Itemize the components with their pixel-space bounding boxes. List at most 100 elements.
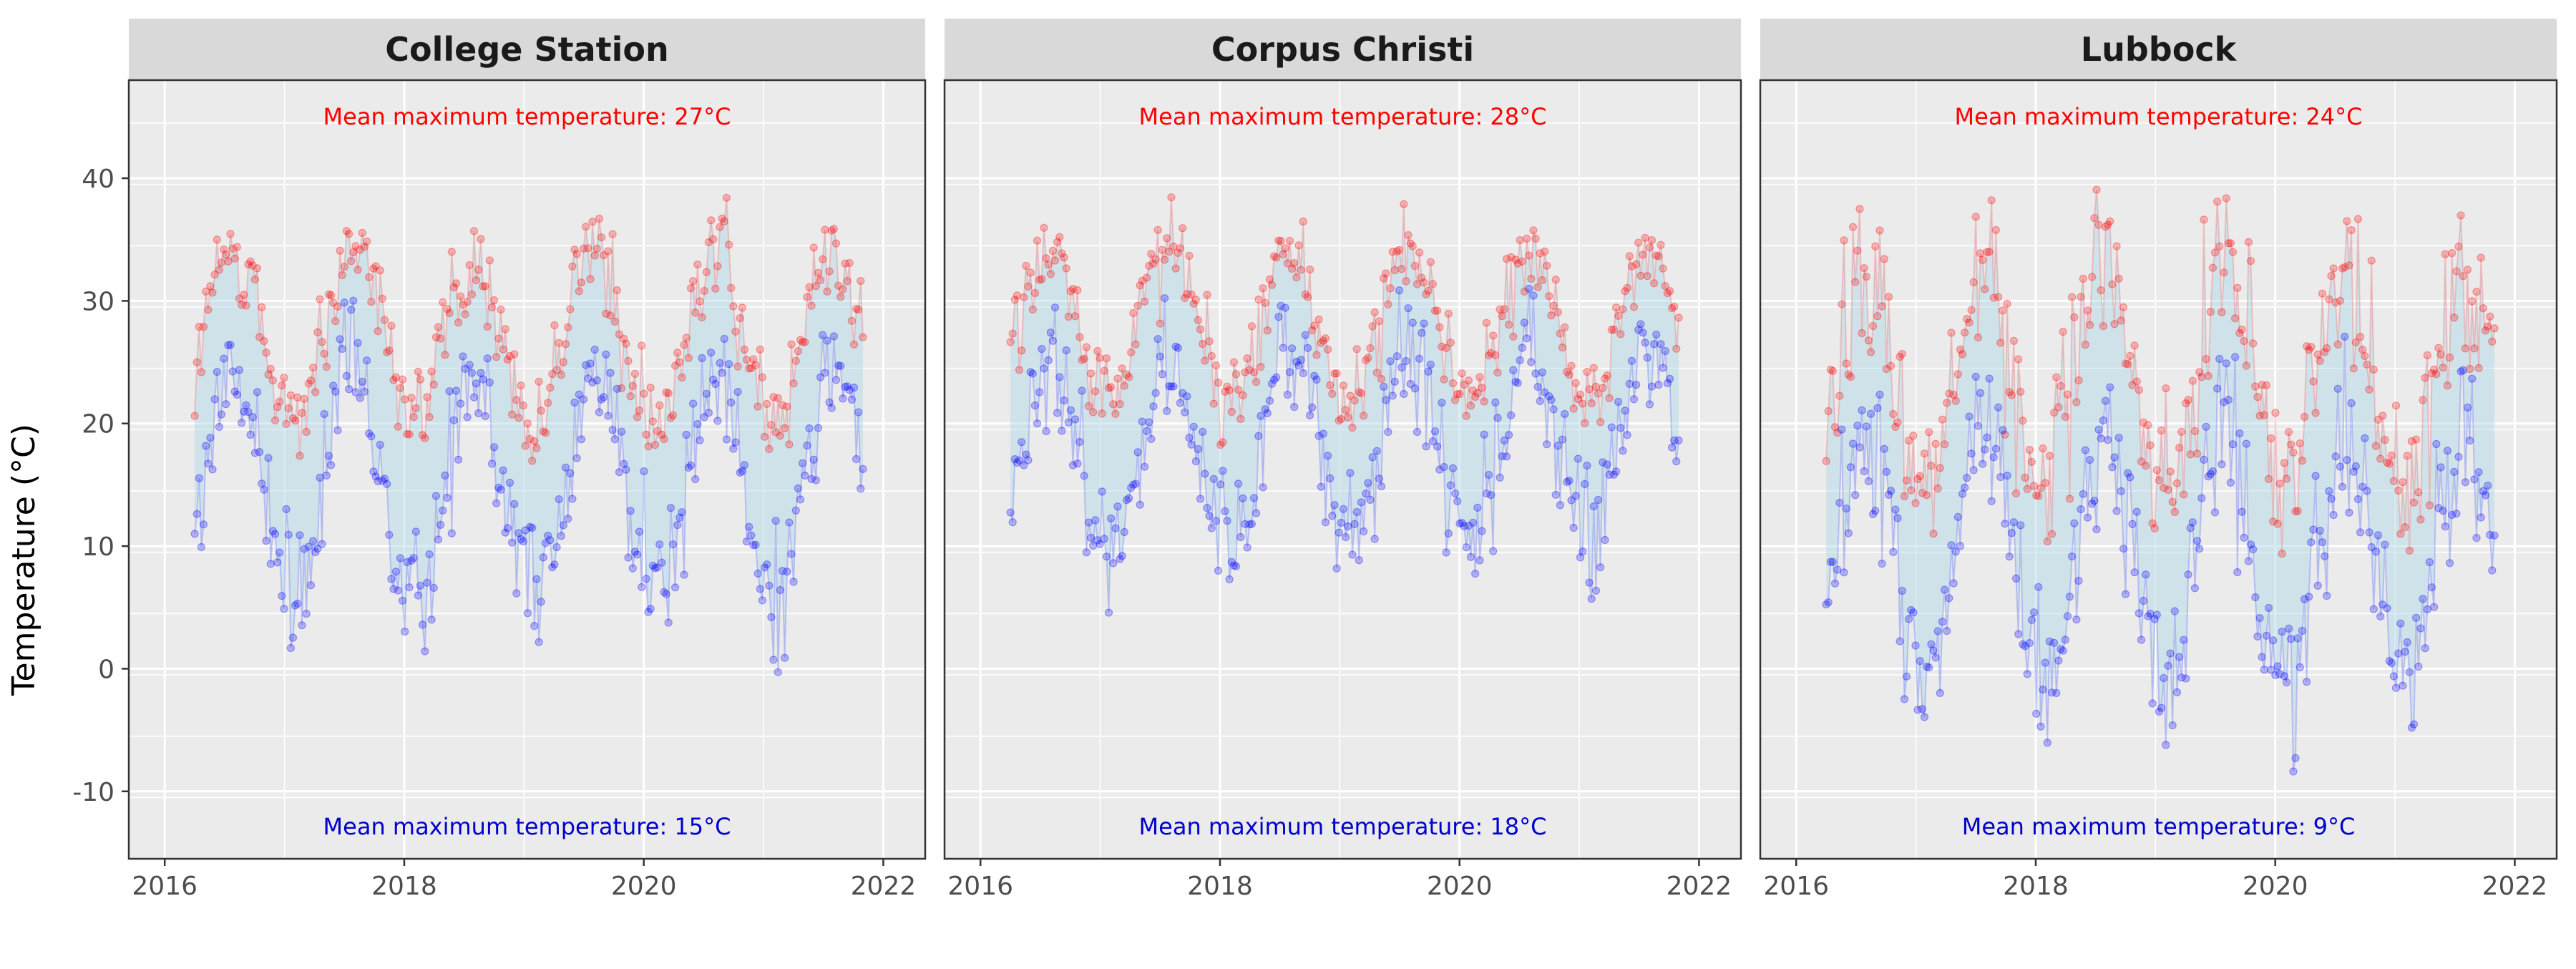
min-temperature-point — [322, 471, 331, 480]
max-temperature-point — [2208, 263, 2217, 272]
min-temperature-point — [2427, 583, 2436, 592]
max-temperature-point — [1133, 301, 1142, 310]
max-temperature-point — [537, 406, 545, 415]
min-temperature-point — [213, 367, 221, 376]
max-temperature-point — [1576, 390, 1585, 399]
min-temperature-point — [2280, 672, 2288, 681]
min-temperature-point — [258, 479, 266, 488]
max-temperature-point — [268, 376, 277, 385]
min-temperature-point — [517, 535, 525, 544]
max-temperature-point — [2001, 430, 2009, 439]
min-temperature-point — [1330, 501, 1339, 510]
min-temperature-point — [658, 558, 666, 567]
min-temperature-point — [1104, 608, 1113, 617]
min-temperature-point — [670, 583, 680, 592]
min-temperature-point — [1386, 357, 1395, 366]
min-temperature-point — [633, 550, 642, 559]
min-temperature-point — [452, 386, 461, 395]
min-temperature-point — [2267, 666, 2275, 674]
min-temperature-point — [1080, 472, 1088, 480]
max-temperature-point — [2021, 473, 2029, 482]
min-temperature-point — [2401, 648, 2409, 656]
max-temperature-point — [1406, 239, 1415, 248]
min-temperature-point — [2063, 612, 2072, 620]
x-tick-label: 2020 — [611, 872, 677, 901]
min-temperature-point — [2311, 472, 2320, 480]
min-temperature-point — [2347, 399, 2356, 408]
min-temperature-point — [1509, 366, 1518, 375]
min-temperature-point — [376, 440, 384, 449]
min-temperature-point — [1149, 402, 1158, 411]
annotation-bottom: Mean maximum temperature: 9°C — [1962, 813, 2356, 840]
min-temperature-point — [2285, 624, 2293, 633]
min-temperature-point — [1471, 569, 1480, 578]
min-temperature-point — [1943, 626, 1951, 636]
max-temperature-point — [1561, 323, 1569, 332]
max-temperature-point — [469, 227, 479, 235]
max-temperature-point — [1088, 408, 1098, 417]
max-temperature-point — [1187, 290, 1196, 299]
max-temperature-point — [2421, 374, 2429, 382]
min-temperature-point — [1961, 483, 1969, 492]
min-temperature-point — [2363, 487, 2371, 495]
min-temperature-point — [1900, 695, 1908, 703]
max-temperature-point — [628, 381, 637, 391]
max-temperature-point — [302, 427, 311, 437]
min-temperature-point — [1088, 541, 1098, 550]
min-temperature-point — [2351, 462, 2360, 471]
min-temperature-point — [483, 354, 492, 363]
max-temperature-point — [1015, 366, 1024, 374]
max-temperature-point — [499, 345, 507, 354]
max-temperature-point — [374, 327, 382, 336]
min-temperature-point — [2197, 494, 2206, 502]
max-temperature-point — [2282, 474, 2291, 483]
max-temperature-point — [1066, 287, 1075, 296]
min-temperature-point — [353, 339, 362, 347]
max-temperature-point — [2307, 343, 2316, 351]
min-temperature-point — [1833, 565, 1842, 574]
max-temperature-point — [1663, 288, 1672, 298]
min-temperature-point — [1078, 386, 1086, 395]
min-temperature-point — [836, 361, 845, 370]
max-temperature-point — [2416, 515, 2425, 524]
max-temperature-point — [776, 432, 785, 440]
max-temperature-point — [1462, 412, 1470, 420]
max-temperature-point — [474, 266, 483, 274]
min-temperature-point — [1643, 354, 1652, 362]
min-temperature-point — [1652, 331, 1661, 339]
max-temperature-point — [2425, 501, 2434, 510]
min-temperature-point — [1415, 354, 1424, 363]
max-temperature-point — [202, 287, 210, 296]
max-temperature-point — [195, 323, 203, 331]
max-temperature-point — [2032, 491, 2041, 500]
min-temperature-point — [1355, 556, 1363, 565]
max-temperature-point — [2439, 364, 2447, 372]
min-temperature-point — [2106, 383, 2114, 391]
max-temperature-point — [2003, 299, 2011, 308]
min-temperature-point — [1525, 284, 1533, 293]
min-temperature-point — [436, 520, 445, 530]
max-temperature-point — [2065, 495, 2074, 503]
min-temperature-point — [253, 388, 262, 396]
max-temperature-point — [2192, 449, 2202, 458]
min-temperature-point — [2383, 604, 2391, 613]
min-temperature-point — [758, 596, 767, 605]
min-temperature-point — [210, 395, 219, 404]
max-temperature-point — [1989, 293, 1998, 302]
max-temperature-point — [823, 287, 831, 296]
max-temperature-point — [510, 350, 519, 359]
min-temperature-point — [2027, 615, 2036, 624]
max-temperature-point — [2445, 354, 2454, 362]
max-temperature-point — [747, 364, 756, 372]
min-temperature-point — [684, 463, 693, 472]
min-temperature-point — [1875, 390, 1884, 399]
max-temperature-point — [461, 310, 469, 318]
max-temperature-point — [1274, 236, 1283, 245]
max-temperature-point — [1853, 246, 1862, 255]
max-temperature-point — [2394, 486, 2403, 495]
min-temperature-point — [568, 495, 577, 503]
min-temperature-point — [2264, 603, 2273, 613]
min-temperature-point — [617, 427, 626, 436]
min-temperature-point — [1377, 482, 1386, 491]
max-temperature-point — [2195, 368, 2204, 376]
